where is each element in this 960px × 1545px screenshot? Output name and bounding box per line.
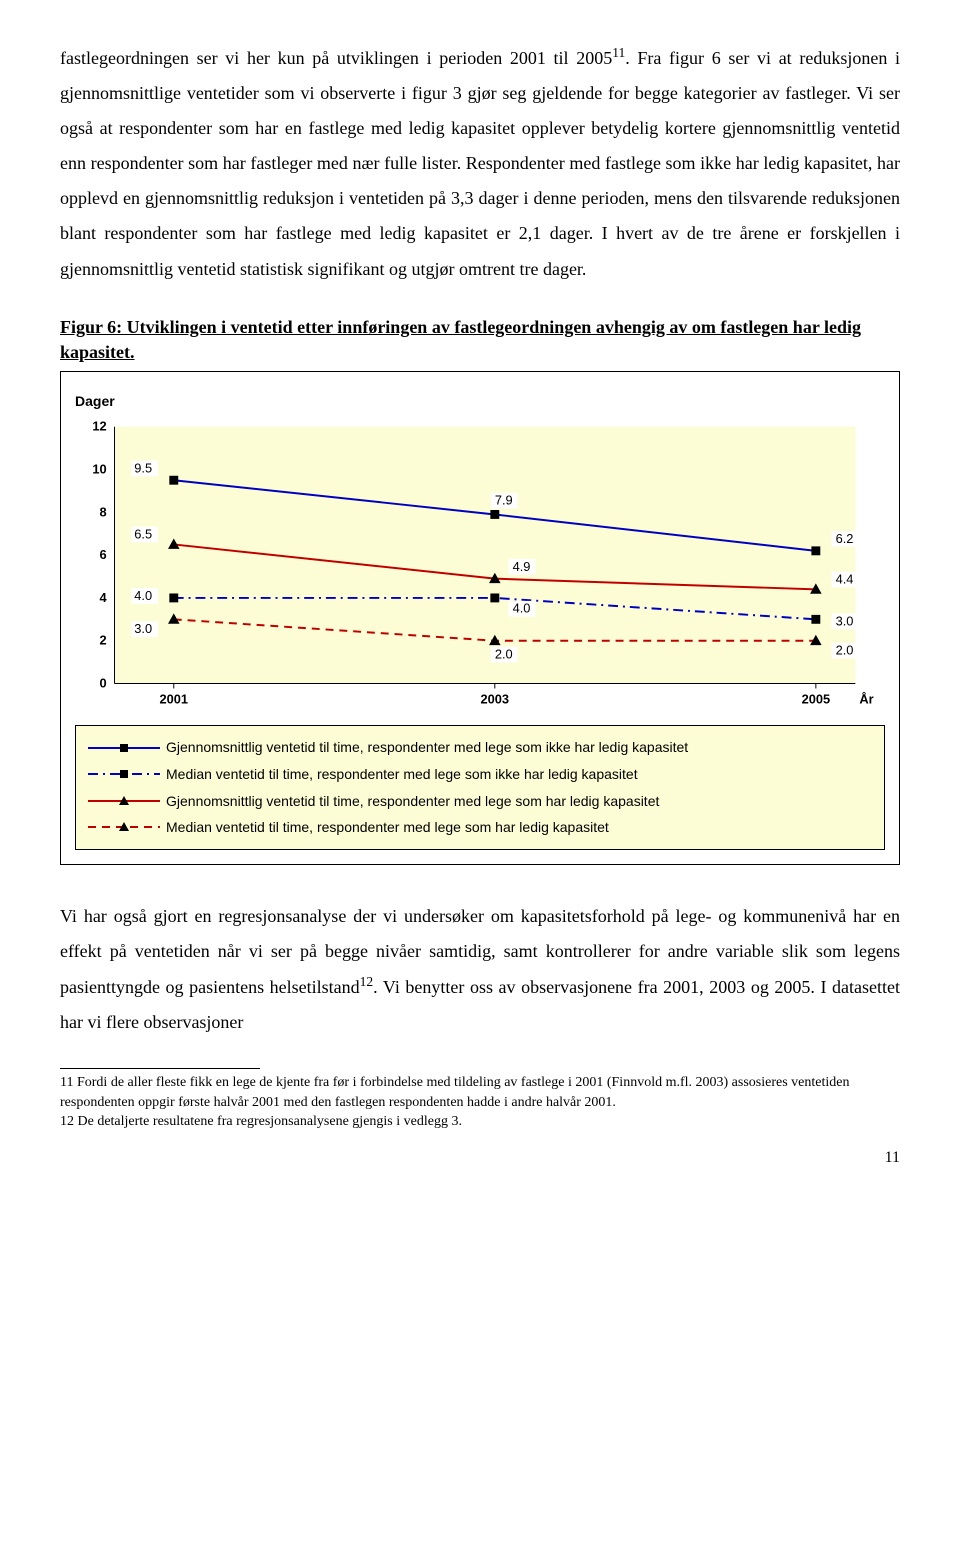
footnote-separator [60, 1068, 260, 1069]
legend-swatch [88, 767, 160, 781]
legend-swatch [88, 794, 160, 808]
p1-text-b: . Fra figur 6 ser vi at reduksjonen i gj… [60, 48, 900, 279]
p1-text-a: fastlegeordningen ser vi her kun på utvi… [60, 48, 612, 68]
chart-container: Dager 0 2 4 6 8 10 12 2001 2003 2005 År 9.5 7.9 6.2 4.… [60, 371, 900, 865]
svg-text:8: 8 [99, 505, 106, 520]
legend-item: Median ventetid til time, respondenter m… [88, 761, 872, 788]
svg-text:3.0: 3.0 [134, 621, 152, 636]
legend-item: Gjennomsnittlig ventetid til time, respo… [88, 734, 872, 761]
svg-text:2001: 2001 [160, 692, 189, 707]
svg-text:2: 2 [99, 633, 106, 648]
legend-label: Gjennomsnittlig ventetid til time, respo… [166, 734, 688, 761]
footnote-12: 12 De detaljerte resultatene fra regresj… [60, 1112, 900, 1132]
svg-text:9.5: 9.5 [134, 461, 152, 476]
svg-text:2.0: 2.0 [495, 647, 513, 662]
legend-swatch [88, 820, 160, 834]
svg-text:4.0: 4.0 [513, 601, 531, 616]
chart-plot: 0 2 4 6 8 10 12 2001 2003 2005 År 9.5 7.9 6.2 4.0 4.0 3.… [75, 415, 885, 715]
legend-label: Median ventetid til time, respondenter m… [166, 814, 609, 841]
svg-text:4: 4 [99, 590, 107, 605]
figure-title: Figur 6: Utviklingen i ventetid etter in… [60, 315, 900, 365]
legend-label: Median ventetid til time, respondenter m… [166, 761, 638, 788]
svg-text:2003: 2003 [481, 692, 510, 707]
paragraph-2: Vi har også gjort en regresjonsanalyse d… [60, 899, 900, 1040]
svg-text:6: 6 [99, 547, 106, 562]
p1-sup: 11 [612, 45, 625, 60]
svg-text:6.2: 6.2 [836, 531, 854, 546]
svg-text:2005: 2005 [802, 692, 831, 707]
footnote-11: 11 Fordi de aller fleste fikk en lege de… [60, 1073, 900, 1112]
legend-swatch [88, 741, 160, 755]
y-axis-label: Dager [75, 388, 885, 415]
legend-label: Gjennomsnittlig ventetid til time, respo… [166, 788, 659, 815]
paragraph-1: fastlegeordningen ser vi her kun på utvi… [60, 40, 900, 287]
footnotes: 11 Fordi de aller fleste fikk en lege de… [60, 1068, 900, 1132]
svg-text:3.0: 3.0 [836, 614, 854, 629]
svg-text:10: 10 [92, 462, 106, 477]
svg-text:7.9: 7.9 [495, 493, 513, 508]
legend-item: Gjennomsnittlig ventetid til time, respo… [88, 788, 872, 815]
svg-text:2.0: 2.0 [836, 643, 854, 658]
chart-legend: Gjennomsnittlig ventetid til time, respo… [75, 725, 885, 849]
svg-text:År: År [859, 692, 873, 707]
svg-text:6.5: 6.5 [134, 527, 152, 542]
svg-text:4.0: 4.0 [134, 588, 152, 603]
svg-text:4.4: 4.4 [836, 572, 854, 587]
page-number: 11 [60, 1142, 900, 1173]
p2-sup: 12 [360, 974, 374, 989]
svg-text:4.9: 4.9 [513, 559, 531, 574]
svg-text:0: 0 [99, 676, 106, 691]
svg-text:12: 12 [92, 419, 106, 434]
legend-item: Median ventetid til time, respondenter m… [88, 814, 872, 841]
